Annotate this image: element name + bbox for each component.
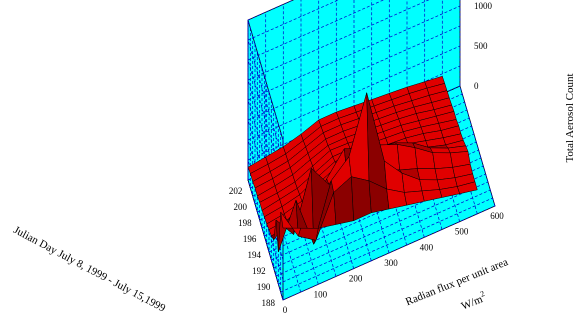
gridline-z [247, 0, 385, 181]
surface-cell [416, 168, 438, 181]
z-axis-title: Total Aerosol Count [564, 73, 576, 162]
z-tick-label: 500 [474, 41, 488, 51]
y-tick-label: 300 [384, 258, 398, 268]
axis-ticks: 188 190 192 194 196 198 200 202 0 100 200 300 400 500… [229, 1, 504, 315]
x-tick-label: 188 [262, 298, 276, 308]
gridline-x [280, 132, 493, 293]
surface-cell [432, 152, 453, 169]
y-tick-label: 200 [349, 274, 363, 284]
gridline-x [259, 60, 472, 221]
gridline-x [252, 36, 465, 197]
x-axis-title: Julian Day July 8, 1999 - July 15,1999 [11, 224, 167, 315]
gridline-x [266, 84, 479, 245]
y-axis-unit-sup: 2 [479, 289, 486, 299]
gridline-x [273, 108, 486, 269]
x-tick-label: 192 [252, 266, 266, 276]
surface-cell [429, 147, 451, 154]
surface-cell [397, 144, 418, 171]
x-tick-label: 200 [234, 202, 248, 212]
gridline-z [247, 0, 340, 161]
gridline-z [247, 85, 461, 301]
aerosol-surface [247, 75, 478, 253]
gridline-y [335, 0, 372, 261]
gridline-y [282, 4, 319, 285]
x-tick-label: 198 [238, 218, 252, 228]
y-tick-label: 600 [490, 211, 504, 221]
x-tick-label: 202 [229, 186, 243, 196]
x-tick-label: 190 [257, 282, 271, 292]
y-tick-label: 400 [420, 242, 434, 252]
surface-cell [351, 176, 372, 222]
surface-cell [456, 181, 478, 194]
z-tick-label: 0 [474, 81, 479, 91]
y-axis-unit: W/m2 [458, 289, 488, 313]
y-tick-label: 100 [314, 289, 328, 299]
y-axis-title: Radian flux per unit area [404, 256, 510, 308]
x-tick-label: 196 [243, 234, 257, 244]
y-tick-label: 500 [455, 227, 469, 237]
surface-cell [419, 179, 441, 192]
z-tick-label: 1000 [474, 1, 493, 11]
gridline-z [247, 65, 461, 281]
y-tick-label: 0 [283, 305, 288, 315]
x-tick-label: 194 [248, 250, 262, 260]
gridline-z [247, 0, 294, 141]
